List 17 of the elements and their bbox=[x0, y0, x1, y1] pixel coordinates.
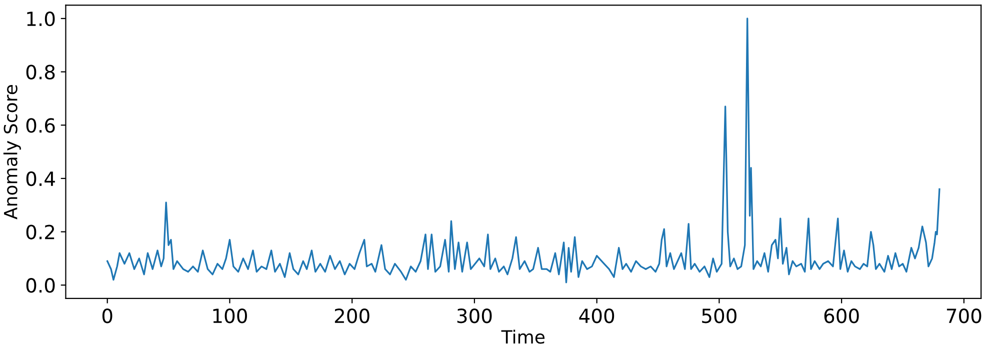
x-axis-title: Time bbox=[501, 330, 545, 344]
y-tick-label: 0.2 bbox=[26, 224, 54, 240]
x-tick-label: 500 bbox=[702, 308, 736, 324]
x-tick-label: 0 bbox=[102, 308, 112, 324]
line-series bbox=[106, 18, 940, 284]
y-tick-label: 1.0 bbox=[27, 11, 55, 26]
y-tick-label: 0.4 bbox=[26, 171, 55, 186]
y-tick-label: 0.6 bbox=[26, 118, 55, 133]
x-tick-label: 600 bbox=[824, 308, 859, 324]
y-tick-label: 0.0 bbox=[26, 278, 55, 293]
y-tick-label: 0.8 bbox=[26, 64, 55, 80]
x-tick-label: 200 bbox=[334, 308, 370, 324]
x-tick-label: 400 bbox=[579, 308, 614, 324]
y-axis-title: Anomaly Score bbox=[3, 85, 21, 220]
x-tick-label: 300 bbox=[457, 308, 492, 324]
x-tick-label: 700 bbox=[946, 308, 982, 324]
x-tick-label: 100 bbox=[213, 308, 247, 324]
